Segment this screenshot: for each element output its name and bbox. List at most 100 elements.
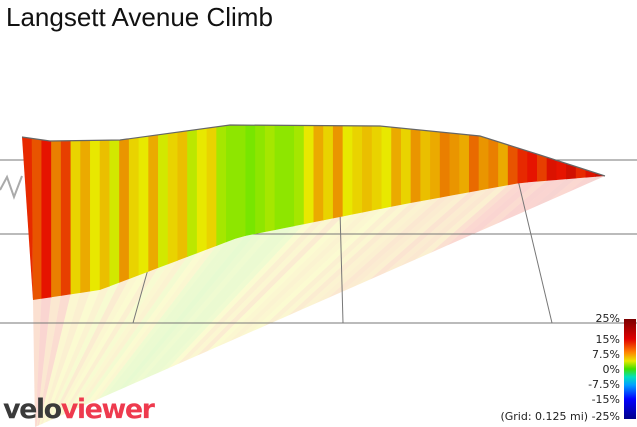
- legend-bottom: (Grid: 0.125 mi) -25%: [500, 410, 620, 423]
- gradient-segment: [216, 125, 227, 246]
- gradient-color-scale: [624, 319, 636, 419]
- profile-shadow-segment: [288, 201, 421, 316]
- gradient-segment: [187, 129, 198, 257]
- profile-shadow-segment: [586, 176, 605, 185]
- legend-label-25: 25%: [595, 312, 620, 325]
- gradient-segment: [313, 125, 324, 223]
- profile-shadow-segment: [98, 242, 227, 400]
- profile-shadow-segment: [496, 180, 557, 224]
- profile-shadow-segment: [327, 195, 450, 299]
- gradient-segment: [41, 139, 52, 299]
- profile-shadow-segment: [133, 230, 275, 384]
- legend-label-neg-15: -15%: [591, 393, 620, 406]
- profile-shadow-segment: [370, 190, 479, 280]
- profile-top-edge: [21, 124, 606, 177]
- gradient-segment: [410, 129, 421, 204]
- gradient-segment: [138, 136, 149, 276]
- gradient-segment: [245, 125, 256, 236]
- profile-shadow-segment: [240, 208, 382, 337]
- logo-viewer: viewer: [60, 394, 155, 425]
- gradient-segment: [332, 125, 344, 219]
- gradient-segment: [488, 138, 499, 189]
- gradient-segment: [342, 125, 353, 217]
- profile-shadow-segment: [142, 228, 285, 380]
- profile-shadow-segment: [47, 282, 120, 422]
- profile-shadow-segment: [301, 199, 431, 310]
- profile-shadow-segment: [168, 222, 314, 369]
- grid-line-vertical: [132, 261, 151, 324]
- veloviewer-logo[interactable]: veloviewer: [3, 394, 155, 425]
- grid-break-zigzag: [0, 174, 23, 200]
- profile-shadow-segment: [75, 256, 188, 410]
- profile-shadow-segment: [38, 292, 81, 426]
- profile-shadow-segment: [86, 249, 207, 405]
- gradient-segment: [60, 140, 72, 296]
- profile-shadow-segment: [275, 203, 411, 321]
- logo-velo: velo: [3, 394, 62, 425]
- gradient-segment: [536, 154, 548, 182]
- profile-shadow-segment: [399, 187, 499, 267]
- grid-line-vertical: [339, 209, 344, 324]
- gradient-segment: [439, 131, 451, 198]
- gradient-segment: [158, 133, 169, 269]
- profile-shadow-segment: [159, 224, 304, 373]
- profile-shadow-segment: [251, 206, 392, 332]
- profile-shadow-segment: [341, 194, 460, 293]
- legend-label-15: 15%: [595, 333, 620, 346]
- profile-shadow-segment: [263, 204, 401, 327]
- gradient-segment: [381, 126, 392, 209]
- gradient-segment: [566, 163, 577, 180]
- profile-shadow-segment: [40, 291, 91, 425]
- gradient-segment: [323, 125, 334, 221]
- gradient-segment: [206, 126, 217, 250]
- profile-shadow-segment: [118, 233, 256, 391]
- legend-label-neg-25: -25%: [591, 410, 620, 423]
- gradient-segment: [478, 135, 489, 191]
- gradient-segment: [31, 138, 43, 300]
- gradient-segment: [303, 125, 315, 225]
- profile-shadow-segment: [54, 275, 139, 419]
- gradient-segment: [527, 150, 538, 183]
- profile-shadow-segment: [415, 185, 508, 260]
- gradient-segment: [119, 138, 130, 283]
- gradient-segment: [362, 125, 373, 213]
- profile-shadow-segment: [430, 183, 518, 253]
- profile-shadow-segment: [531, 178, 576, 209]
- profile-shadow-segment: [479, 180, 547, 232]
- gradient-segment: [99, 140, 111, 291]
- profile-shadow-segment: [45, 286, 110, 423]
- gradient-segment: [177, 130, 188, 261]
- profile-shadow-segment: [207, 214, 353, 352]
- gradient-segment: [80, 140, 91, 293]
- gradient-segment: [284, 125, 295, 229]
- gradient-segment: [507, 144, 519, 186]
- profile-shadow-segment: [218, 212, 363, 347]
- gradient-segment: [264, 125, 276, 233]
- gradient-segment: [274, 125, 285, 231]
- profile-shadow-segment: [463, 181, 537, 239]
- gradient-segment: [226, 125, 237, 243]
- gradient-segment: [468, 134, 480, 193]
- gradient-segment: [22, 137, 33, 300]
- gradient-segment: [585, 169, 596, 178]
- profile-shadow-segment: [567, 176, 596, 193]
- gradient-segment: [128, 137, 140, 280]
- profile-shadow-segment: [314, 197, 440, 305]
- gradient-segment: [148, 134, 159, 272]
- gradient-segment: [400, 128, 412, 205]
- profile-shadow-segment: [37, 294, 71, 426]
- gradient-segment: [420, 130, 431, 202]
- profile-shadow-segment: [50, 279, 129, 421]
- legend-label-0: 0%: [602, 363, 620, 376]
- gradient-segment: [235, 125, 247, 239]
- gradient-segment: [109, 140, 120, 287]
- profile-shadow-segment: [33, 300, 36, 427]
- profile-shadow-segment: [104, 238, 236, 397]
- profile-shadow-segment: [228, 210, 372, 342]
- profile-shadow-segment: [61, 268, 159, 416]
- profile-shadow-segment: [513, 179, 567, 217]
- profile-shadow-segment: [355, 192, 469, 286]
- profile-shadow-segment: [187, 218, 333, 360]
- profile-shadow-segment: [111, 235, 246, 394]
- gradient-segment: [430, 131, 441, 200]
